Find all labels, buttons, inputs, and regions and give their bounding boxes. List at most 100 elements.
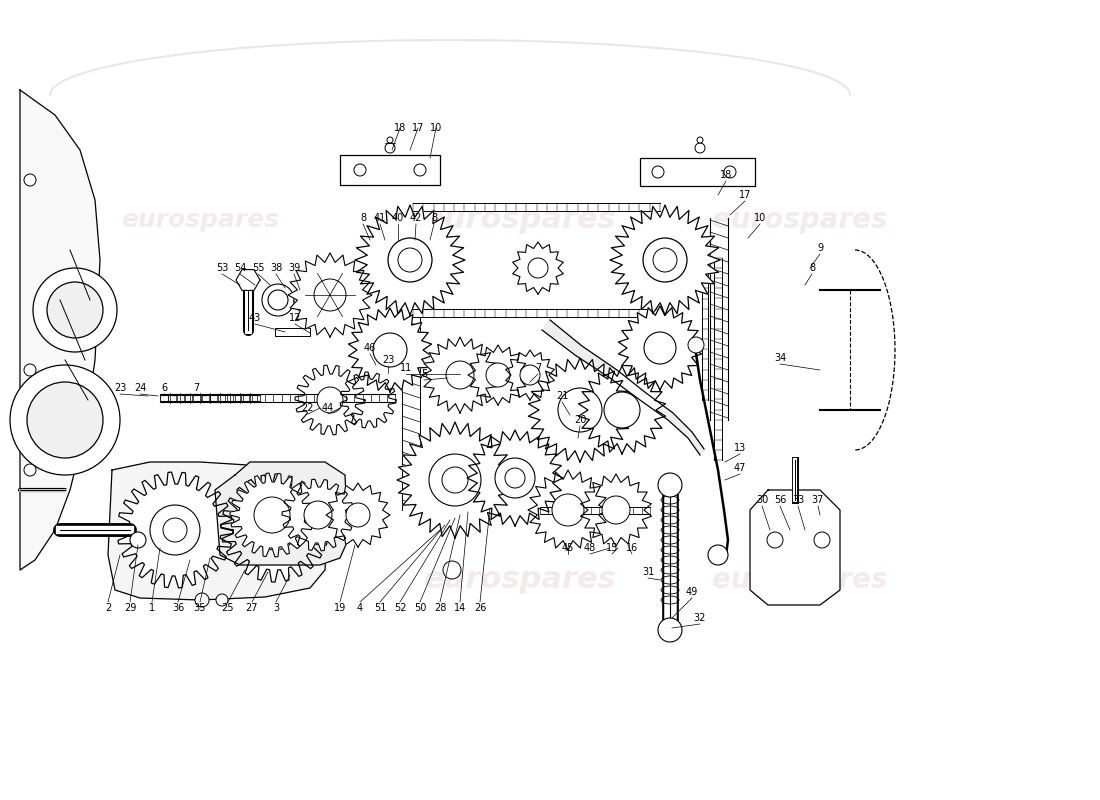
Circle shape xyxy=(724,166,736,178)
Text: 46: 46 xyxy=(364,343,376,353)
Text: 18: 18 xyxy=(719,170,733,180)
Circle shape xyxy=(346,503,370,527)
Text: 16: 16 xyxy=(626,543,638,553)
Polygon shape xyxy=(349,308,431,392)
Circle shape xyxy=(387,137,393,143)
Text: 5: 5 xyxy=(421,369,427,379)
Polygon shape xyxy=(506,350,554,400)
Circle shape xyxy=(602,496,630,524)
Polygon shape xyxy=(468,430,563,526)
Circle shape xyxy=(767,532,783,548)
Text: 18: 18 xyxy=(394,123,406,133)
Circle shape xyxy=(644,238,688,282)
Text: 34: 34 xyxy=(774,353,786,363)
Circle shape xyxy=(299,291,317,309)
Text: 39: 39 xyxy=(288,263,300,273)
Bar xyxy=(275,328,310,336)
Text: 19: 19 xyxy=(334,603,346,613)
Text: 49: 49 xyxy=(686,587,698,597)
Circle shape xyxy=(388,238,432,282)
Circle shape xyxy=(373,333,407,367)
Polygon shape xyxy=(579,366,666,454)
Text: 22: 22 xyxy=(301,403,315,413)
Circle shape xyxy=(814,532,830,548)
Circle shape xyxy=(644,332,676,364)
Circle shape xyxy=(304,501,332,529)
Circle shape xyxy=(33,268,117,352)
Polygon shape xyxy=(528,358,631,462)
Polygon shape xyxy=(340,372,396,428)
Circle shape xyxy=(262,284,294,316)
Text: 28: 28 xyxy=(433,603,447,613)
Polygon shape xyxy=(542,320,704,455)
Text: 36: 36 xyxy=(172,603,184,613)
Text: 6: 6 xyxy=(161,383,167,393)
Circle shape xyxy=(708,545,728,565)
Polygon shape xyxy=(117,472,233,588)
Circle shape xyxy=(317,387,343,413)
Polygon shape xyxy=(236,270,260,290)
Text: 41: 41 xyxy=(374,213,386,223)
Text: eurospares: eurospares xyxy=(424,566,616,594)
Text: 10: 10 xyxy=(754,213,766,223)
Text: 26: 26 xyxy=(474,603,486,613)
Text: 17: 17 xyxy=(739,190,751,200)
Bar xyxy=(640,158,755,186)
Polygon shape xyxy=(326,483,390,547)
Circle shape xyxy=(216,594,228,606)
Text: 47: 47 xyxy=(734,463,746,473)
Text: 8: 8 xyxy=(431,213,437,223)
Circle shape xyxy=(658,618,682,642)
Text: 54: 54 xyxy=(234,263,246,273)
Circle shape xyxy=(24,364,36,376)
Text: 14: 14 xyxy=(454,603,466,613)
Text: 1: 1 xyxy=(148,603,155,613)
Text: 55: 55 xyxy=(252,263,264,273)
Circle shape xyxy=(653,248,676,272)
Circle shape xyxy=(294,286,322,314)
Text: eurospares: eurospares xyxy=(424,206,616,234)
Circle shape xyxy=(695,143,705,153)
Circle shape xyxy=(486,363,510,387)
Polygon shape xyxy=(295,365,365,435)
Polygon shape xyxy=(397,422,513,538)
Circle shape xyxy=(442,467,468,493)
Polygon shape xyxy=(618,306,702,390)
Text: 21: 21 xyxy=(556,391,569,401)
Circle shape xyxy=(385,143,395,153)
Text: eurospares: eurospares xyxy=(713,566,888,594)
Text: 7: 7 xyxy=(192,383,199,393)
Circle shape xyxy=(265,518,285,538)
Circle shape xyxy=(652,166,664,178)
Text: 15: 15 xyxy=(606,543,618,553)
Text: 12: 12 xyxy=(289,313,301,323)
Circle shape xyxy=(24,174,36,186)
Text: eurospares: eurospares xyxy=(121,208,279,232)
Circle shape xyxy=(604,392,640,428)
Text: 52: 52 xyxy=(394,603,406,613)
Text: 31: 31 xyxy=(642,567,654,577)
Text: 4: 4 xyxy=(356,603,363,613)
Circle shape xyxy=(558,388,602,432)
Text: 2: 2 xyxy=(104,603,111,613)
Polygon shape xyxy=(20,90,100,570)
Circle shape xyxy=(495,458,535,498)
Circle shape xyxy=(130,532,146,548)
Polygon shape xyxy=(221,474,329,582)
Circle shape xyxy=(443,561,461,579)
Circle shape xyxy=(163,518,187,542)
Polygon shape xyxy=(288,253,372,337)
Text: 20: 20 xyxy=(574,415,586,425)
Polygon shape xyxy=(750,490,840,605)
Polygon shape xyxy=(528,470,608,550)
Text: 24: 24 xyxy=(134,383,146,393)
Circle shape xyxy=(688,337,704,353)
Polygon shape xyxy=(108,462,328,600)
Circle shape xyxy=(24,464,36,476)
Text: 30: 30 xyxy=(756,495,768,505)
Circle shape xyxy=(429,454,481,506)
Text: 35: 35 xyxy=(194,603,206,613)
Text: 37: 37 xyxy=(812,495,824,505)
Polygon shape xyxy=(355,205,465,315)
Circle shape xyxy=(697,137,703,143)
